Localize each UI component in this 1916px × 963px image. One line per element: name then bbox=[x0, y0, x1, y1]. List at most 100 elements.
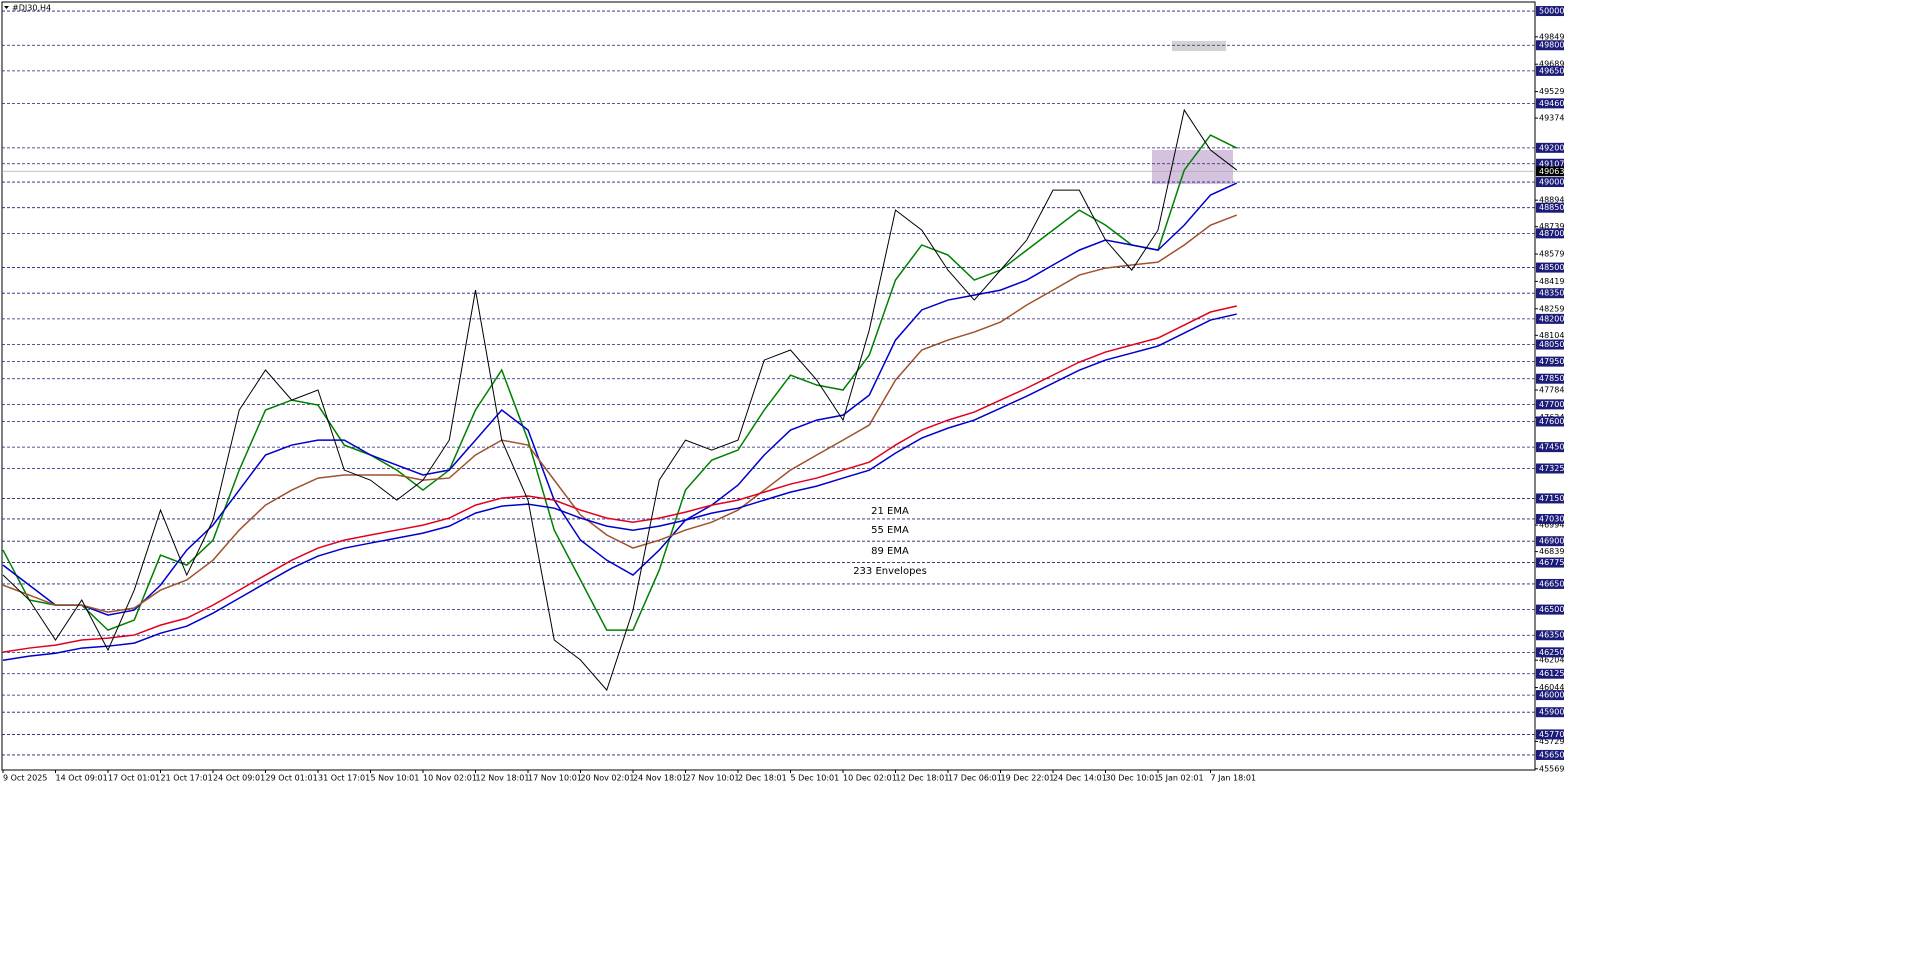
axis: 49849 49689 49529 49374 48894 48739 48579 48419… bbox=[2, 6, 1564, 783]
legend-entry: 233 Envelopes bbox=[853, 566, 927, 577]
x-tick-label: 5 Jan 02:01 bbox=[1158, 774, 1204, 783]
x-tick-label: 17 Oct 01:01 bbox=[108, 774, 160, 783]
legend-entry: 21 EMA bbox=[871, 506, 909, 517]
level-label-bg bbox=[1536, 463, 1564, 474]
level-label-bg bbox=[1536, 513, 1564, 524]
level-label: 48200 bbox=[1539, 314, 1564, 323]
level-label: 46775 bbox=[1539, 558, 1564, 567]
x-tick-label: 10 Dec 02:01 bbox=[843, 774, 897, 783]
x-tick-label: 24 Oct 09:01 bbox=[213, 774, 265, 783]
series-line bbox=[2, 305, 1237, 653]
level-label-bg bbox=[1536, 557, 1564, 568]
level-label-bg bbox=[1536, 578, 1564, 589]
level-label-bg bbox=[1536, 668, 1564, 679]
level-label-bg bbox=[1536, 707, 1564, 718]
x-tick-label: 14 Oct 09:01 bbox=[56, 774, 108, 783]
level-label: 49460 bbox=[1539, 99, 1564, 108]
level-label-bg bbox=[1536, 604, 1564, 615]
level-label: 50000 bbox=[1539, 7, 1564, 16]
level-label: 47700 bbox=[1539, 400, 1564, 409]
level-label: 47950 bbox=[1539, 357, 1564, 366]
level-label-bg bbox=[1536, 442, 1564, 453]
y-tick-label: 48579 bbox=[1539, 250, 1564, 259]
level-label: 47150 bbox=[1539, 494, 1564, 503]
level-label-bg bbox=[1536, 729, 1564, 740]
level-label-bg bbox=[1536, 416, 1564, 427]
x-tick-label: 29 Oct 01:01 bbox=[266, 774, 318, 783]
x-tick-label: 17 Dec 06:01 bbox=[948, 774, 1002, 783]
level-label-bg bbox=[1536, 493, 1564, 504]
level-label-bg bbox=[1536, 40, 1564, 51]
menu-arrow bbox=[4, 6, 9, 9]
level-label: 46250 bbox=[1539, 648, 1564, 657]
y-tick-label: 49689 bbox=[1539, 60, 1564, 69]
y-tick-label: 46839 bbox=[1539, 547, 1564, 556]
y-tick-label: 45729 bbox=[1539, 737, 1564, 746]
last-price-bg bbox=[1536, 166, 1564, 177]
x-tick-label: 24 Dec 14:01 bbox=[1053, 774, 1107, 783]
x-tick-label: 12 Dec 18:01 bbox=[896, 774, 950, 783]
y-tick-label: 49529 bbox=[1539, 87, 1564, 96]
x-tick-label: 9 Oct 2025 bbox=[3, 774, 47, 783]
level-label-bg bbox=[1536, 228, 1564, 239]
x-tick-label: 19 Dec 22:01 bbox=[1001, 774, 1055, 783]
y-tick-label: 48419 bbox=[1539, 277, 1564, 286]
price-line bbox=[2, 108, 1238, 692]
level-label-bg bbox=[1536, 399, 1564, 410]
legend-entry: 55 EMA bbox=[871, 525, 909, 536]
y-tick-label: 48104 bbox=[1539, 331, 1564, 340]
y-tick-label: 49849 bbox=[1539, 32, 1564, 41]
grid bbox=[2, 10, 1535, 756]
y-tick-label: 48259 bbox=[1539, 304, 1564, 313]
level-label-bg bbox=[1536, 158, 1564, 169]
level-label: 49800 bbox=[1539, 41, 1564, 50]
level-label-bg bbox=[1536, 177, 1564, 188]
level-label: 49000 bbox=[1539, 178, 1564, 187]
x-tick-label: 31 Oct 17:01 bbox=[318, 774, 370, 783]
legend-entry: 89 EMA bbox=[871, 546, 909, 557]
y-tick-label: 45569 bbox=[1539, 764, 1564, 773]
level-label: 47850 bbox=[1539, 374, 1564, 383]
support-zone bbox=[1152, 150, 1233, 184]
level-label-bg bbox=[1536, 6, 1564, 17]
y-tick-label: 46044 bbox=[1539, 683, 1564, 692]
level-label-bg bbox=[1536, 373, 1564, 384]
level-label: 48050 bbox=[1539, 340, 1564, 349]
y-tick-label: 46994 bbox=[1539, 521, 1564, 530]
level-label: 48500 bbox=[1539, 263, 1564, 272]
series-lower-line bbox=[2, 313, 1237, 661]
x-tick-label: 5 Dec 10:01 bbox=[791, 774, 840, 783]
x-tick-label: 7 Jan 18:01 bbox=[1211, 774, 1257, 783]
level-label-bg bbox=[1536, 65, 1564, 76]
y-tick-label: 46204 bbox=[1539, 656, 1564, 665]
level-label: 48850 bbox=[1539, 203, 1564, 212]
level-label: 45770 bbox=[1539, 730, 1564, 739]
level-label: 49107 bbox=[1539, 159, 1564, 168]
level-label: 45900 bbox=[1539, 708, 1564, 717]
x-tick-label: 10 Nov 02:01 bbox=[423, 774, 477, 783]
resistance-zone bbox=[1172, 41, 1226, 51]
y-tick-label: 48739 bbox=[1539, 222, 1564, 231]
x-tick-label: 20 Nov 02:01 bbox=[581, 774, 635, 783]
level-label-bg bbox=[1536, 356, 1564, 367]
x-tick-label: 21 Oct 17:01 bbox=[161, 774, 213, 783]
x-tick-label: 27 Nov 10:01 bbox=[686, 774, 740, 783]
level-label: 47325 bbox=[1539, 464, 1564, 473]
x-tick-label: 5 Nov 10:01 bbox=[371, 774, 420, 783]
level-label: 48350 bbox=[1539, 289, 1564, 298]
level-label: 49650 bbox=[1539, 66, 1564, 75]
level-label: 46500 bbox=[1539, 605, 1564, 614]
level-label-bg bbox=[1536, 690, 1564, 701]
level-label: 46650 bbox=[1539, 579, 1564, 588]
series-line bbox=[2, 214, 1238, 613]
level-label: 46125 bbox=[1539, 669, 1564, 678]
y-tick-label: 49374 bbox=[1539, 114, 1564, 123]
level-label: 48700 bbox=[1539, 229, 1564, 238]
level-label-bg bbox=[1536, 142, 1564, 153]
level-label: 46000 bbox=[1539, 691, 1564, 700]
level-label: 47030 bbox=[1539, 514, 1564, 523]
level-label-bg bbox=[1536, 339, 1564, 350]
x-tick-label: 2 Dec 18:01 bbox=[738, 774, 787, 783]
level-label-bg bbox=[1536, 749, 1564, 760]
